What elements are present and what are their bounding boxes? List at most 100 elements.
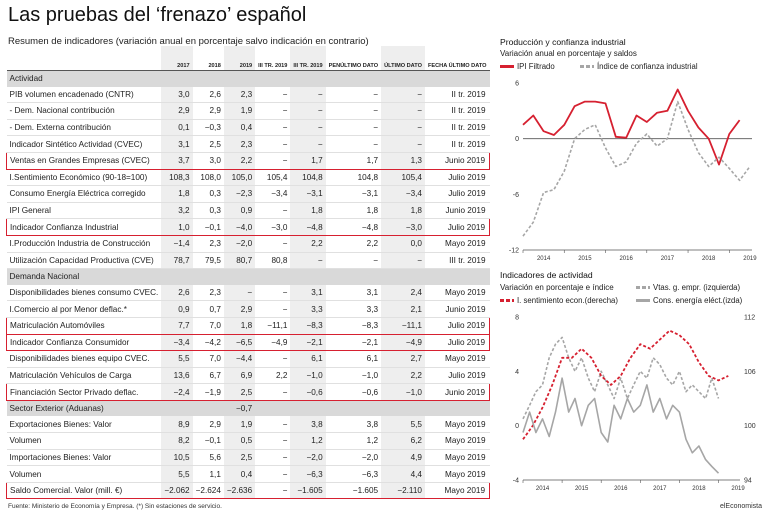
row-label: Utilización Capacidad Productiva (CVE) [6,252,162,270]
value-cell: − [290,102,326,120]
value-cell: 2,3 [192,284,224,302]
chart2-legend-ventas: Vtas. g. empr. (izquierda) [636,283,740,292]
date-cell: Junio 2019 [424,151,491,170]
value-cell: −4,9 [255,333,291,352]
row-label: Actividad [6,70,162,87]
date-cell [424,70,490,87]
value-cell [161,268,193,285]
date-cell: Julio 2019 [424,185,490,203]
value-cell [255,268,291,285]
table-row: Utilización Capacidad Productiva (CVE) 78… [6,252,490,270]
value-cell: 1,9 [223,416,256,434]
value-cell: 2,3 [192,235,224,253]
value-cell: 6,2 [381,432,425,450]
row-label: Indicador Confianza Consumidor [6,333,162,352]
value-cell: − [255,119,291,137]
x-tick-label: 2019 [743,256,757,262]
value-cell: − [381,252,425,270]
date-cell [424,400,490,417]
value-cell: 105,4 [381,169,425,187]
value-cell [192,70,224,87]
table-row: Disponibilidades bienes consumo CVEC. 2,6… [6,284,490,302]
value-cell: − [255,235,291,253]
value-cell: − [255,383,291,401]
table-row: - Dem. Nacional contribución 2,9 2,9 1,9− − −… [6,102,490,120]
series-line-cons-energ-a-el-ct-izda [522,377,720,474]
section-row: Sector Exterior (Aduanas) −0,7 [6,400,490,417]
indicators-table: 2017 2018 2019 III TR. 2019 III TR. 2019… [6,46,491,500]
value-cell [192,400,224,417]
row-label: Consumo Energía Eléctrica corregido [6,185,162,203]
x-tick-label: 2016 [614,486,628,492]
row-label: Saldo Comercial. Valor (mill. €) [6,481,162,500]
date-cell: Mayo 2019 [424,235,490,253]
value-cell: −3,0 [381,218,425,236]
value-cell: −2.110 [381,481,425,500]
row-label: PIB volumen encadenado (CNTR) [6,86,162,104]
y-right-tick-label: 100 [744,423,756,430]
value-cell: − [255,284,291,302]
value-cell: 2,2 [290,235,326,253]
value-cell: −4,2 [192,333,224,352]
value-cell: −1,4 [161,235,193,253]
value-cell: 0,4 [223,119,256,137]
value-cell: 4,9 [381,449,425,467]
x-tick-label: 2014 [537,256,551,262]
value-cell: 3,0 [192,151,224,170]
page-title: Las pruebas del ‘frenazo’ español [8,4,307,26]
table-row: Disponibilidades bienes equipo CVEC. 5,5 7… [6,350,490,368]
chart1-title: Producción y confianza industrial [500,37,626,47]
table-row: Saldo Comercial. Valor (mill. €) −2.062 −2… [6,481,491,500]
value-cell [161,70,193,87]
value-cell: − [381,119,425,137]
value-cell [223,268,256,285]
value-cell: 2,6 [161,284,193,302]
row-label: Disponibilidades bienes consumo CVEC. [6,284,162,302]
value-cell: 3,8 [290,416,326,434]
date-cell: II tr. 2019 [424,119,490,137]
y-right-tick-label: 112 [744,315,755,322]
value-cell: − [325,252,382,270]
y-tick-label: 4 [515,369,519,376]
value-cell: − [223,284,256,302]
value-cell: −2,4 [161,383,193,401]
value-cell: − [290,252,326,270]
date-cell: Mayo 2019 [424,481,491,500]
x-tick-label: 2018 [692,486,706,492]
date-cell: Mayo 2019 [424,449,490,467]
value-cell: −2,1 [290,333,326,352]
value-cell: − [325,86,382,104]
date-cell: II tr. 2019 [424,86,490,104]
table-row: Importaciones Bienes: Valor 10,5 5,6 2,5− −2… [6,449,490,467]
value-cell: −2,0 [325,449,382,467]
value-cell: − [255,102,291,120]
value-cell: −3,4 [381,185,425,203]
series-line-i-sentimiento-econ-derecha [522,329,729,440]
source-note: Fuente: Ministerio de Economía y Empresa… [8,503,222,510]
value-cell [325,70,382,87]
value-cell: 5,5 [381,416,425,434]
value-cell: 105,4 [255,169,291,187]
brand-logo: elEconomista [719,503,762,510]
row-label: Demanda Nacional [6,268,162,285]
value-cell: 3,7 [161,151,193,170]
value-cell: − [290,119,326,137]
header-cell: PENÚLTIMO DATO [325,46,382,71]
value-cell: 104,8 [290,169,326,187]
value-cell: −4,8 [325,218,382,236]
row-label: Exportaciones Bienes: Valor [6,416,162,434]
value-cell [223,70,256,87]
value-cell: 2,2 [223,151,256,170]
value-cell: 2,5 [223,449,256,467]
date-cell: Julio 2019 [424,169,490,187]
value-cell [290,400,326,417]
value-cell: 80,8 [255,252,291,270]
table-row: I.Sentimiento Económico (90-18=100) 108,3… [6,169,490,187]
value-cell: −1,9 [192,383,224,401]
table-row: PIB volumen encadenado (CNTR) 3,0 2,6 2,3− −… [6,86,490,104]
chart2-legend-energia: Cons. energía eléct.(izda) [636,296,742,305]
value-cell: 6,1 [325,350,382,368]
value-cell: −1.605 [325,481,382,500]
row-label: Volumen [6,432,162,450]
value-cell: 2,5 [223,383,256,401]
